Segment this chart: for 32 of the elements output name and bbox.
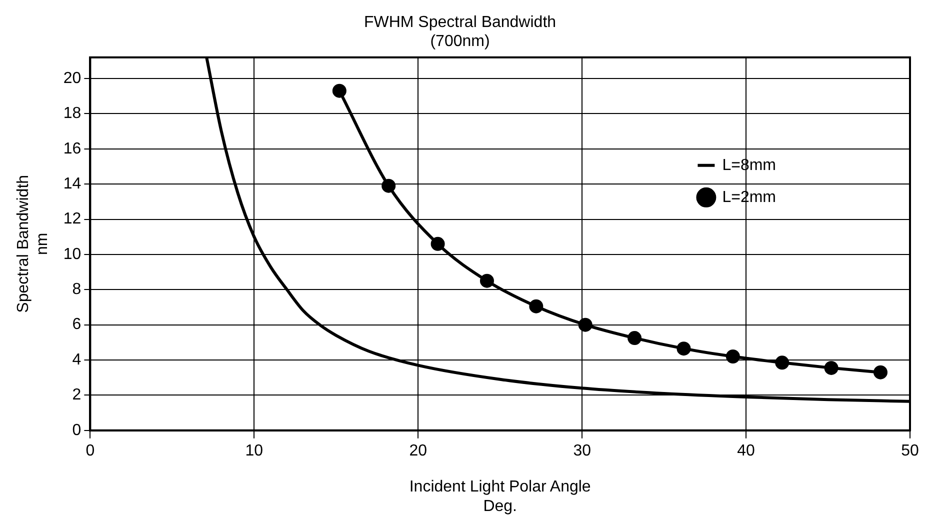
point [578, 318, 592, 332]
point [529, 299, 544, 314]
y-tick-label: 0 [72, 422, 82, 439]
point [382, 178, 396, 193]
point [676, 342, 691, 356]
y-tick-label: 8 [72, 281, 82, 298]
point [775, 356, 790, 370]
y-tick-label: 20 [63, 70, 82, 87]
y-tick-label: 10 [63, 246, 82, 263]
x-axis-title: Incident Light Polar Angle Deg. [409, 478, 591, 515]
y-tick-label: 6 [72, 316, 82, 334]
y-axis-title: Spectral Bandwidth nm [15, 174, 52, 313]
x-tick-label: 20 [409, 442, 428, 460]
point [480, 274, 494, 288]
x-tick-label: 50 [901, 442, 919, 460]
point [726, 350, 740, 364]
point [824, 360, 838, 375]
point [628, 331, 642, 346]
x-tick-label: 40 [737, 442, 756, 460]
point [430, 236, 445, 251]
chart-title: FWHM Spectral Bandwidth (700nm) [364, 14, 556, 50]
y-tick-label: 4 [72, 351, 82, 368]
x-tick-label: 0 [86, 442, 95, 460]
y-tick-label: 16 [63, 140, 82, 158]
point [332, 84, 346, 98]
x-tick-label: 10 [245, 442, 264, 460]
y-tick-label: 18 [63, 105, 82, 122]
y-tick-label: 2 [72, 386, 82, 404]
y-tick-label: 14 [63, 175, 82, 192]
x-tick-label: 30 [573, 442, 592, 460]
point [873, 365, 888, 380]
y-tick-label: 12 [63, 210, 82, 228]
